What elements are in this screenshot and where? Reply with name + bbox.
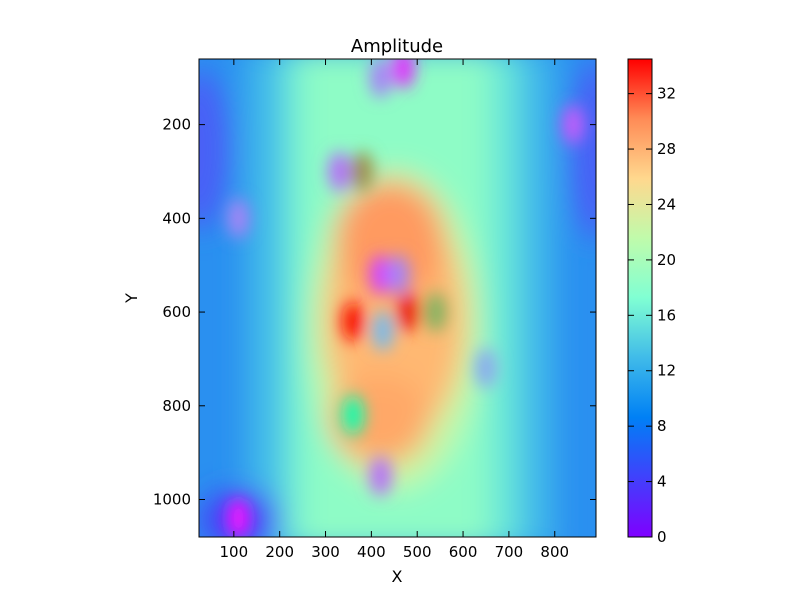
y-tick-label: 1000 <box>153 491 191 509</box>
heatmap-feature <box>342 301 365 342</box>
x-tick-label: 200 <box>265 543 294 561</box>
heatmap-feature <box>351 151 374 192</box>
heatmap-feature <box>369 59 392 98</box>
y-tick-label: 200 <box>162 116 191 134</box>
x-axis-label: X <box>392 567 403 586</box>
heatmap-bands <box>199 59 596 537</box>
heatmap-feature <box>369 456 392 497</box>
colorbar-tick-label: 0 <box>657 528 667 546</box>
x-tick-label: 800 <box>540 543 569 561</box>
heatmap-feature <box>387 254 410 295</box>
x-tick-label: 600 <box>449 543 478 561</box>
x-tick-label: 300 <box>311 543 340 561</box>
heatmap-feature <box>562 104 585 145</box>
y-tick-label: 800 <box>162 397 191 415</box>
chart-title: Amplitude <box>351 36 443 57</box>
colorbar-tick-label: 24 <box>657 195 676 213</box>
x-tick-label: 500 <box>403 543 432 561</box>
y-axis-label: Y <box>122 293 141 304</box>
colorbar-frame <box>627 58 653 538</box>
colorbar-tick-label: 12 <box>657 362 676 380</box>
y-axis: 200 400 600 800 1000 <box>153 116 596 509</box>
colorbar-tick-label: 8 <box>657 417 667 435</box>
x-tick-label: 100 <box>220 543 249 561</box>
plot-frame <box>198 58 597 538</box>
heatmap-feature <box>227 198 250 239</box>
colorbar-tick-label: 28 <box>657 140 676 158</box>
y-tick-label: 600 <box>162 303 191 321</box>
x-tick-label: 400 <box>357 543 386 561</box>
y-tick-label: 400 <box>162 209 191 227</box>
heatmap-feature <box>227 498 250 537</box>
heatmap-image <box>199 59 596 537</box>
colorbar-gradient <box>628 59 652 537</box>
colorbar-tick-label: 32 <box>657 85 676 103</box>
colorbar-tick-label: 20 <box>657 251 676 269</box>
heatmap-feature <box>397 292 420 333</box>
x-axis: 100 200 300 400 500 600 700 800 <box>220 59 569 561</box>
heatmap-feature <box>328 151 351 192</box>
heatmap-feature <box>369 254 392 295</box>
heatmap-feature <box>342 395 365 436</box>
heatmap-feature <box>424 292 447 333</box>
heatmap-features <box>227 59 585 537</box>
colorbar-axis: 0 4 8 12 16 20 24 28 32 <box>628 85 676 546</box>
colorbar-tick-label: 16 <box>657 306 676 324</box>
heatmap-feature <box>474 348 497 389</box>
x-tick-label: 700 <box>495 543 524 561</box>
heatmap-feature <box>371 310 394 351</box>
colorbar-tick-label: 4 <box>657 473 667 491</box>
heatmap-feature <box>392 59 415 89</box>
